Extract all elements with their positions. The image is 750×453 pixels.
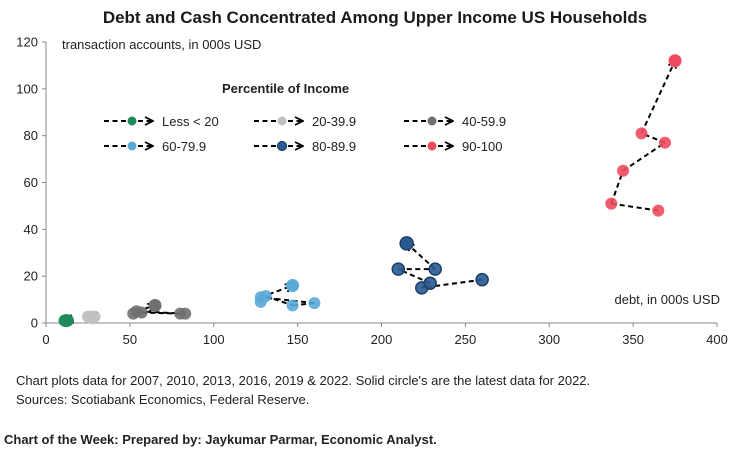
legend-title: Percentile of Income	[222, 81, 349, 96]
x-tick-label: 300	[538, 332, 560, 347]
y-tick-label: 20	[24, 269, 38, 284]
y-axis-label: transaction accounts, in 000s USD	[62, 37, 261, 52]
data-point	[59, 314, 73, 328]
x-tick-label: 350	[622, 332, 644, 347]
data-point	[658, 136, 671, 149]
trajectory-segment	[407, 243, 436, 270]
y-tick-label: 120	[16, 35, 38, 50]
legend-marker	[127, 141, 137, 151]
legend-marker	[127, 116, 137, 126]
data-point	[286, 279, 300, 293]
legend-label: 90-100	[462, 139, 502, 154]
legend-marker	[277, 116, 287, 126]
footer-credit: Chart of the Week: Prepared by: Jaykumar…	[4, 432, 437, 447]
data-point	[308, 297, 321, 310]
data-point	[652, 204, 665, 217]
data-point	[423, 276, 437, 290]
legend-label: Less < 20	[162, 114, 219, 129]
y-tick-label: 100	[16, 81, 38, 96]
data-point	[130, 305, 143, 318]
legend-marker	[427, 116, 437, 126]
legend-label: 40-59.9	[462, 114, 506, 129]
y-tick-label: 0	[31, 316, 38, 331]
legend-label: 60-79.9	[162, 139, 206, 154]
data-point	[391, 262, 406, 276]
trajectory-segment	[640, 61, 676, 134]
x-tick-label: 100	[203, 332, 225, 347]
legend-marker	[276, 140, 288, 152]
data-point	[605, 197, 618, 210]
data-point	[428, 262, 442, 276]
x-tick-label: 0	[42, 332, 49, 347]
x-tick-label: 50	[123, 332, 137, 347]
data-point	[179, 307, 192, 320]
x-tick-label: 200	[371, 332, 393, 347]
data-point	[617, 164, 630, 177]
trajectory-segment	[611, 202, 659, 212]
axis-labels: transaction accounts, in 000s USD debt, …	[62, 37, 720, 307]
data-point	[399, 236, 414, 251]
legend: Percentile of Income Less < 20 20-39.9 40-…	[104, 81, 506, 154]
data-point	[668, 54, 682, 68]
legend-label: 20-39.9	[312, 114, 356, 129]
y-tick-label: 80	[24, 128, 38, 143]
data-point	[254, 291, 267, 304]
x-axis-label: debt, in 000s USD	[614, 292, 720, 307]
trajectories	[64, 61, 675, 321]
x-tick-label: 150	[287, 332, 309, 347]
data-point	[148, 298, 162, 312]
data-point	[286, 299, 299, 312]
axes: 0 20 40 60 80 100 120 0 50 100 150 200 250 300 350 400	[16, 35, 728, 348]
chart-title: Debt and Cash Concentrated Among Upper I…	[102, 8, 648, 27]
data-point	[84, 310, 98, 324]
y-tick-label: 60	[24, 175, 38, 190]
y-tick-label: 40	[24, 222, 38, 237]
legend-marker	[427, 141, 437, 151]
trajectory-segment	[622, 141, 666, 172]
data-points	[58, 54, 682, 328]
trajectory-segment	[421, 278, 483, 289]
legend-label: 80-89.9	[312, 139, 356, 154]
footnote-description: Chart plots data for 2007, 2010, 2013, 2…	[16, 373, 591, 388]
footnote-sources: Sources: Scotiabank Economics, Federal R…	[16, 392, 310, 407]
trajectory-segment	[141, 311, 181, 315]
data-point	[635, 127, 648, 140]
x-tick-label: 400	[706, 332, 728, 347]
x-tick-label: 250	[455, 332, 477, 347]
data-point	[475, 272, 489, 287]
